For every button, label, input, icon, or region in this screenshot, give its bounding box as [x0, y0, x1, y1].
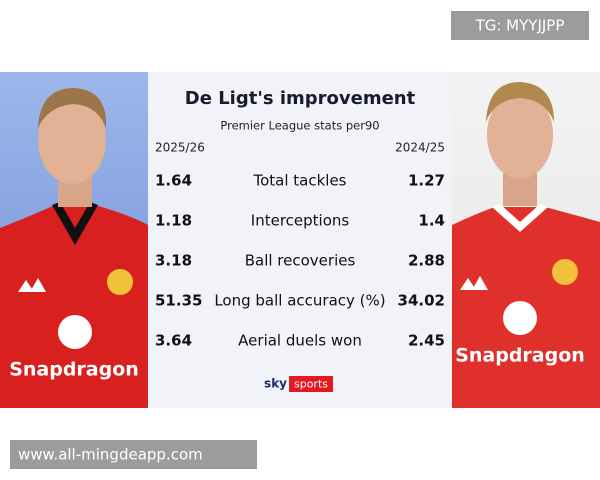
value-2025: 51.35	[155, 292, 202, 310]
value-2025: 1.18	[155, 212, 192, 230]
value-2025: 3.64	[155, 332, 192, 350]
brand-box	[289, 376, 333, 392]
watermark-top: TG: MYYJJPP	[475, 17, 565, 35]
right-player-photo	[452, 72, 600, 408]
stat-label: Long ball accuracy (%)	[214, 292, 385, 310]
column-header: 2025/26	[155, 141, 205, 155]
column-header: 2024/25	[395, 141, 445, 155]
sponsor-left: Snapdragon	[9, 359, 139, 381]
left-player-photo	[0, 72, 148, 408]
stat-label: Ball recoveries	[245, 252, 356, 270]
title: De Ligt's improvement	[185, 88, 416, 109]
value-2024: 2.45	[408, 332, 445, 350]
subtitle: Premier League stats per90	[220, 119, 379, 133]
stat-label: Total tackles	[252, 172, 346, 190]
watermark-box	[10, 440, 257, 469]
stat-label: Aerial duels won	[238, 332, 362, 350]
value-2025: 3.18	[155, 252, 192, 270]
value-2024: 34.02	[398, 292, 445, 310]
watermark-bottom: www.all-mingdeapp.com	[18, 446, 203, 464]
stats-panel	[148, 72, 452, 408]
sponsor-right: Snapdragon	[455, 345, 585, 367]
value-2024: 2.88	[408, 252, 445, 270]
watermark-box	[451, 11, 589, 40]
value-2024: 1.27	[408, 172, 445, 190]
stats-rows: 1.64 Total tackles 1.27 1.18 Interceptions 1.…	[155, 172, 445, 350]
brand-sports: sports	[294, 378, 328, 391]
brand-sky: sky	[264, 377, 287, 391]
value-2024: 1.4	[418, 212, 445, 230]
stat-label: Interceptions	[251, 212, 350, 230]
value-2025: 1.64	[155, 172, 192, 190]
